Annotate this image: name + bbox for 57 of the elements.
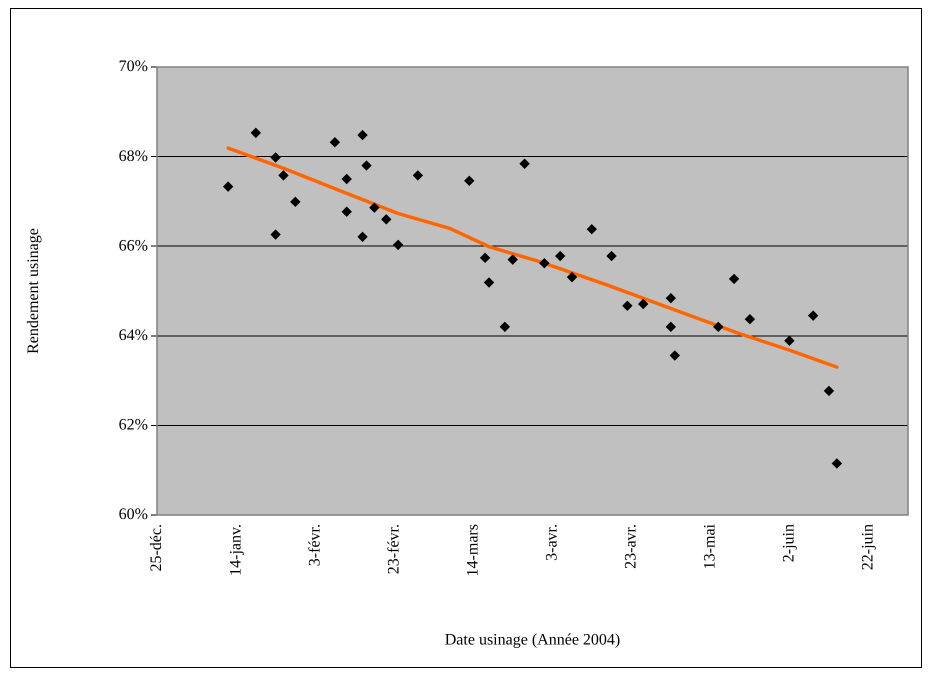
x-tick-label: 14-janv. (227, 524, 244, 576)
point (270, 230, 281, 240)
point (412, 170, 423, 180)
point (666, 322, 676, 332)
x-tick-label: 14-mars (464, 524, 482, 576)
point (508, 254, 518, 265)
x-tick-label: 13-mai (702, 523, 719, 570)
y-tick-label: 66% (118, 237, 148, 254)
point (358, 130, 368, 140)
x-tick-label: 2-juin (780, 524, 798, 562)
x-tick-label: 25-déc. (148, 524, 166, 572)
point (480, 252, 490, 263)
point (393, 240, 404, 250)
point (484, 277, 494, 288)
point (670, 350, 680, 361)
point (342, 174, 352, 184)
x-tick-label: 3-févr. (306, 524, 324, 566)
point (278, 170, 288, 180)
point (824, 386, 834, 396)
point (784, 336, 794, 346)
point (342, 206, 352, 217)
point (500, 322, 510, 332)
point (290, 196, 300, 207)
point (270, 152, 281, 162)
point (567, 272, 578, 282)
point (729, 274, 740, 284)
point (250, 128, 261, 138)
y-tick-label: 68% (118, 148, 148, 165)
point (832, 458, 842, 468)
point (638, 298, 648, 309)
point (381, 214, 392, 224)
y-tick-label: 60% (118, 506, 148, 524)
point (358, 232, 368, 242)
point (361, 160, 372, 171)
point (539, 258, 550, 268)
y-tick-label: 64% (118, 327, 148, 344)
point (666, 293, 676, 304)
point (586, 224, 597, 234)
point (622, 300, 632, 311)
point (223, 182, 234, 192)
point (464, 176, 474, 186)
x-tick-label: 22-juin (860, 524, 877, 570)
x-tick-label: 23-févr. (385, 524, 402, 574)
y-axis-title: Rendement usinage (24, 228, 42, 354)
x-tick-label: 23-avr. (622, 524, 640, 569)
point (520, 158, 530, 169)
point (555, 251, 566, 262)
point (369, 202, 380, 213)
x-axis-title: Date usinage (Année 2004) (444, 632, 620, 649)
point (330, 137, 340, 148)
y-tick-label: 70% (118, 58, 148, 76)
y-tick-label: 62% (118, 416, 148, 434)
x-tick-label: 3-avr. (543, 524, 560, 561)
point (713, 322, 724, 332)
point (808, 310, 818, 321)
point (606, 251, 617, 262)
point (744, 314, 755, 324)
